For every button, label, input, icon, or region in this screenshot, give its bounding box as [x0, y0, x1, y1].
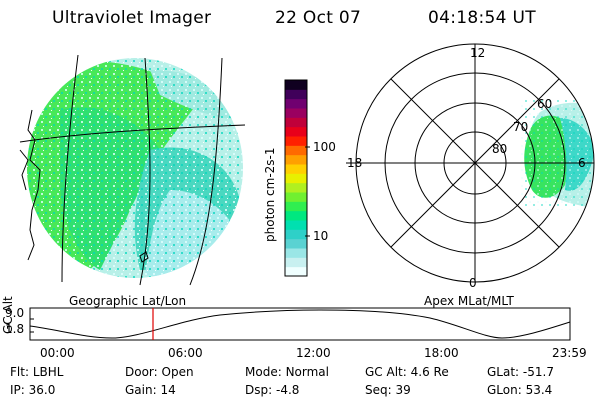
colorbar-segment	[285, 266, 307, 277]
colorbar-label: photon cm-2s-1	[263, 147, 277, 243]
mlat-label-60: 60	[537, 97, 553, 111]
meridian-3	[189, 57, 223, 286]
meridian-1	[61, 54, 79, 283]
mlat-label-80: 80	[492, 142, 508, 156]
altitude-xtick-3: 18:00	[424, 346, 459, 360]
mode-field: Mode: Normal	[245, 365, 329, 379]
colorbar-segment	[285, 182, 307, 193]
colorbar-segment	[285, 108, 307, 118]
door-field: Door: Open	[125, 365, 194, 379]
colorbar-segment	[285, 210, 307, 221]
mlt-label-6: 6	[578, 156, 586, 170]
parallel-1	[19, 124, 246, 143]
coastline	[27, 109, 41, 261]
altitude-xtick-1: 06:00	[168, 346, 203, 360]
gain-field: Gain: 14	[125, 383, 176, 397]
colorbar-segment	[285, 257, 307, 268]
date-label: 22 Oct 07	[275, 8, 362, 28]
geographic-image	[19, 54, 246, 286]
colorbar-segment	[285, 173, 307, 184]
altitude-xtick-2: 12:00	[296, 346, 331, 360]
colorbar-segment	[285, 98, 307, 109]
altitude-ytick-max: 9.0	[5, 306, 25, 320]
altitude-xtick-4: 23:59	[552, 346, 587, 360]
colorbar-segment	[285, 80, 307, 90]
left-panel-label: Geographic Lat/Lon	[69, 294, 187, 308]
colorbar-segment	[285, 220, 307, 230]
mlt-label-0: 0	[469, 276, 477, 290]
meridian-2	[139, 57, 151, 286]
colorbar-segment	[285, 89, 307, 100]
colorbar-segment	[285, 164, 307, 174]
colorbar	[285, 80, 307, 277]
mlt-label-18: 18	[347, 156, 363, 170]
colorbar-segment	[285, 192, 307, 202]
altitude-curve	[29, 309, 571, 339]
altitude-ytick-min: 1.8	[5, 322, 25, 336]
filter-field: Flt: LBHL	[10, 365, 64, 379]
right-panel-label: Apex MLat/MLT	[424, 294, 514, 308]
colorbar-segment	[285, 201, 307, 212]
polar-plot	[346, 43, 595, 283]
glat-field: GLat: -51.7	[487, 365, 554, 379]
colorbar-tick-100: 100	[313, 140, 336, 154]
colorbar-segment	[285, 117, 307, 128]
island-marker	[139, 251, 149, 263]
colorbar-tick-10: 10	[313, 229, 329, 243]
glon-field: GLon: 53.4	[487, 383, 553, 397]
altitude-strip	[29, 307, 571, 341]
mlat-label-70: 70	[513, 120, 529, 134]
gc-alt-field: GC Alt: 4.6 Re	[365, 365, 449, 379]
colorbar-segment	[285, 126, 307, 137]
colorbar-segment	[285, 154, 307, 165]
instrument-title: Ultraviolet Imager	[52, 8, 212, 28]
colorbar-segment	[285, 248, 307, 258]
colorbar-segment	[285, 136, 307, 146]
dsp-field: Dsp: -4.8	[245, 383, 300, 397]
colorbar-segment	[285, 145, 307, 156]
ip-field: IP: 36.0	[10, 383, 56, 397]
seq-field: Seq: 39	[365, 383, 411, 397]
colorbar-segment	[285, 238, 307, 249]
colorbar-segment	[285, 229, 307, 240]
time-label: 04:18:54 UT	[428, 8, 536, 28]
mlt-label-12: 12	[470, 46, 486, 60]
altitude-xtick-0: 00:00	[40, 346, 75, 360]
